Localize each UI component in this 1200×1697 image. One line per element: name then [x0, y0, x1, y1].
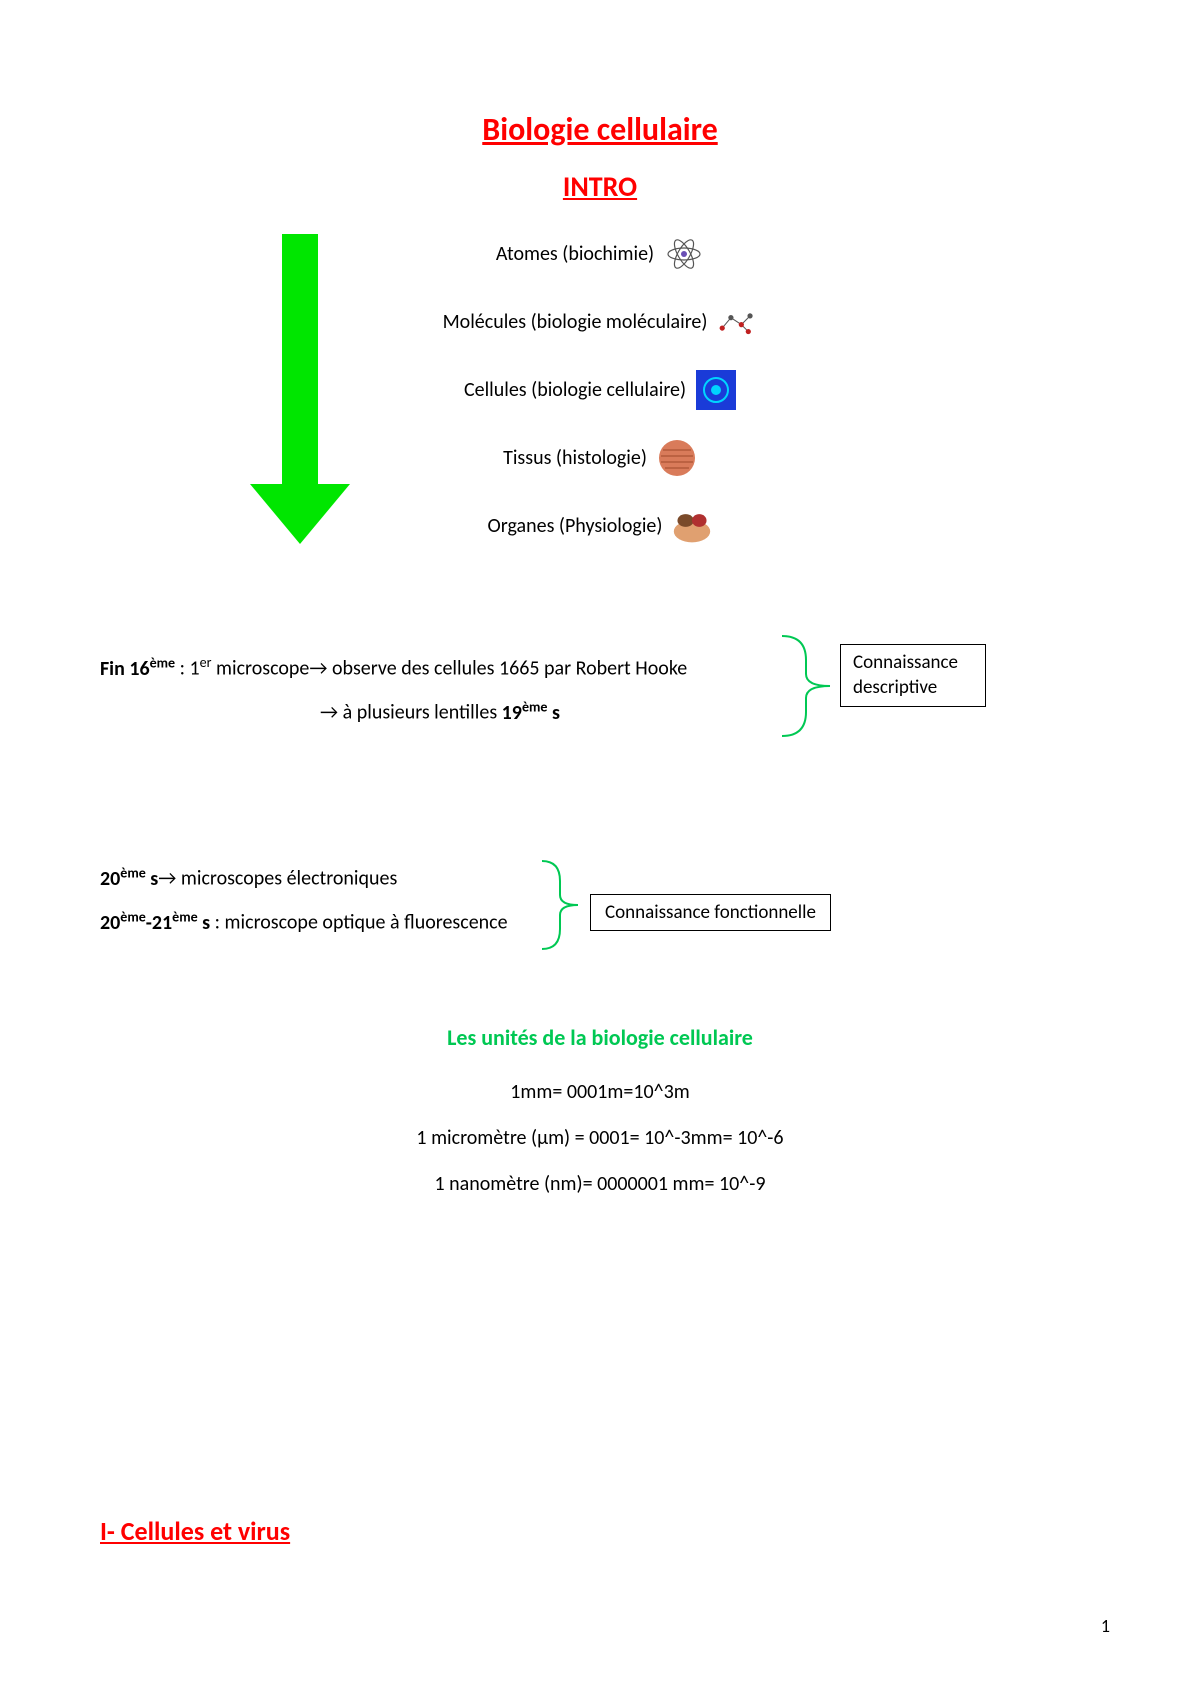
sup: ème	[172, 908, 197, 925]
history1-box: Connaissance descriptive	[840, 644, 986, 707]
sup: ème	[150, 654, 175, 671]
sup: ème	[522, 698, 547, 715]
text: 21	[152, 911, 172, 935]
hierarchy-item-organs: Organes (Physiologie)	[488, 506, 713, 546]
molecule-icon	[717, 302, 757, 342]
history-block-2: 20ème s→ microscopes électroniques 20ème…	[100, 864, 1100, 954]
text: Fin 16	[100, 657, 150, 681]
cell-icon	[696, 370, 736, 410]
hierarchy-item-molecules: Molécules (biologie moléculaire)	[443, 302, 758, 342]
atom-icon	[664, 234, 704, 274]
text: descriptive	[853, 676, 937, 699]
history2-line2: 20ème-21ème s : microscope optique à flu…	[100, 908, 508, 935]
page-number: 1	[1101, 1615, 1110, 1637]
hierarchy-item-tissues: Tissus (histologie)	[503, 438, 697, 478]
organ-icon	[672, 506, 712, 546]
units-line: 1 nanomètre (nm)= 0000001 mm= 10^-9	[100, 1161, 1100, 1207]
units-line: 1mm= 0001m=10^3m	[100, 1069, 1100, 1115]
text: microscope→ observe des cellules 1665 pa…	[212, 657, 688, 681]
hierarchy-list: Atomes (biochimie) Molécules (biologie m…	[100, 234, 1100, 546]
hierarchy-item-cells: Cellules (biologie cellulaire)	[464, 370, 736, 410]
page: Biologie cellulaire INTRO Atomes (biochi…	[0, 0, 1200, 1697]
units-block: 1mm= 0001m=10^3m 1 micromètre (µm) = 000…	[100, 1069, 1100, 1207]
text: : microscope optique à fluorescence	[210, 911, 507, 935]
units-line: 1 micromètre (µm) = 0001= 10^-3mm= 10^-6	[100, 1115, 1100, 1161]
text: 20	[100, 867, 120, 891]
text: 20	[100, 911, 120, 935]
hierarchy-label: Cellules (biologie cellulaire)	[464, 378, 686, 402]
history1-line1: Fin 16ème : 1er microscope→ observe des …	[100, 654, 687, 681]
history-block-1: Fin 16ème : 1er microscope→ observe des …	[100, 654, 1100, 754]
text: → microscopes électroniques	[158, 867, 397, 891]
hierarchy-label: Molécules (biologie moléculaire)	[443, 310, 708, 334]
sup: er	[200, 654, 212, 671]
history2-line1: 20ème s→ microscopes électroniques	[100, 864, 397, 891]
hierarchy-label: Organes (Physiologie)	[488, 514, 663, 538]
text: Connaissance	[853, 651, 958, 674]
tissue-icon	[657, 438, 697, 478]
title-main: Biologie cellulaire	[100, 110, 1100, 149]
hierarchy-item-atoms: Atomes (biochimie)	[496, 234, 704, 274]
title-intro: INTRO	[100, 169, 1100, 204]
hierarchy-label: Tissus (histologie)	[503, 446, 647, 470]
brace-icon	[780, 634, 832, 738]
history2-box: Connaissance fonctionnelle	[590, 894, 831, 931]
text: s	[198, 911, 211, 935]
text: 19	[502, 701, 522, 725]
hierarchy-block: Atomes (biochimie) Molécules (biologie m…	[100, 234, 1100, 564]
text: → à plusieurs lentilles	[320, 701, 502, 725]
text: : 1	[175, 657, 200, 681]
units-title: Les unités de la biologie cellulaire	[100, 1024, 1100, 1051]
history1-line2: → à plusieurs lentilles 19ème s	[320, 698, 560, 725]
hierarchy-label: Atomes (biochimie)	[496, 242, 654, 266]
brace-icon	[540, 859, 580, 951]
section-i-title: I- Cellules et virus	[100, 1515, 290, 1547]
sup: ème	[120, 864, 145, 881]
text: s	[146, 867, 159, 891]
sup: ème	[120, 908, 145, 925]
text: s	[547, 701, 560, 725]
